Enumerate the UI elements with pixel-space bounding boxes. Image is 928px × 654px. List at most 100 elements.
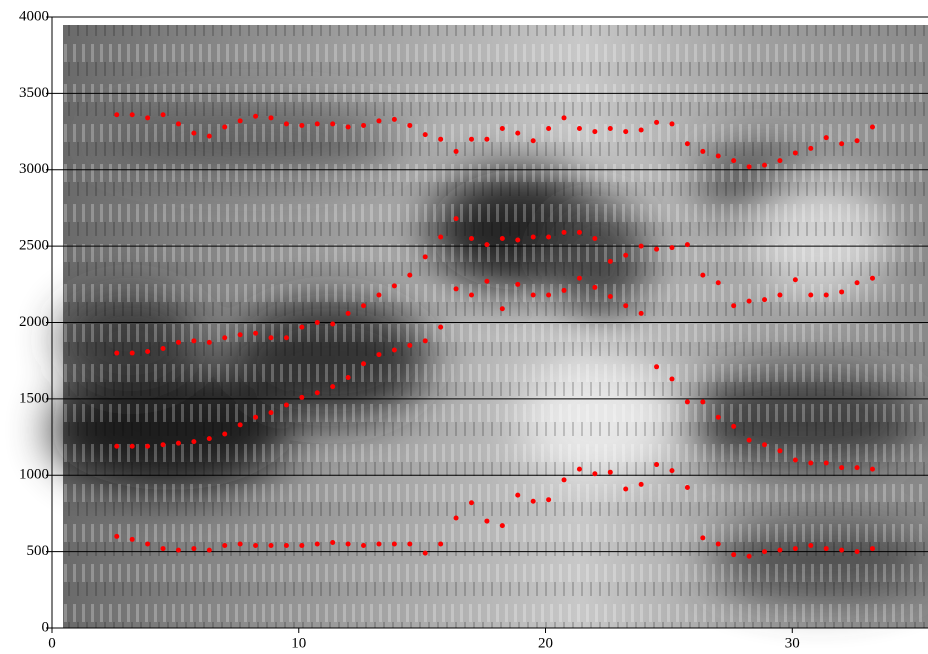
point [654, 246, 660, 252]
point [114, 112, 120, 118]
point [468, 292, 474, 298]
point [854, 465, 860, 471]
point [530, 138, 536, 144]
point [592, 129, 598, 135]
point [314, 390, 320, 396]
point [422, 254, 428, 260]
point [715, 153, 721, 159]
point [438, 541, 444, 547]
point [129, 350, 135, 356]
point [592, 471, 598, 477]
point [175, 440, 181, 446]
point [453, 148, 459, 154]
point [777, 292, 783, 298]
point [654, 462, 660, 468]
point [468, 136, 474, 142]
point [361, 303, 367, 309]
point [576, 466, 582, 472]
point [792, 150, 798, 156]
point [222, 335, 228, 341]
point [792, 546, 798, 552]
point [145, 541, 151, 547]
point [762, 162, 768, 168]
point [222, 431, 228, 437]
point [792, 457, 798, 463]
point [623, 129, 629, 135]
point [129, 112, 135, 118]
point [623, 303, 629, 309]
point [762, 442, 768, 448]
point [546, 234, 552, 240]
point [114, 350, 120, 356]
point [684, 399, 690, 405]
point [715, 280, 721, 286]
point [854, 280, 860, 286]
point [623, 486, 629, 492]
point [237, 422, 243, 428]
point [191, 546, 197, 552]
point [777, 448, 783, 454]
point [499, 523, 505, 529]
point [823, 135, 829, 141]
point [638, 243, 644, 249]
point [407, 122, 413, 128]
point [484, 518, 490, 524]
point [268, 410, 274, 416]
point [237, 118, 243, 124]
point [638, 310, 644, 316]
point [654, 119, 660, 125]
point [869, 466, 875, 472]
point [808, 543, 814, 549]
point [684, 242, 690, 248]
point [546, 497, 552, 503]
point [715, 541, 721, 547]
point [376, 541, 382, 547]
point [253, 330, 259, 336]
point [237, 541, 243, 547]
y-tick-label: 3500 [19, 85, 49, 101]
point [206, 133, 212, 139]
point [253, 113, 259, 119]
point [191, 439, 197, 445]
point [222, 543, 228, 549]
point [839, 465, 845, 471]
point [376, 292, 382, 298]
point [607, 469, 613, 475]
point [869, 546, 875, 552]
point [746, 164, 752, 170]
y-tick-label: 4000 [19, 8, 49, 24]
point [530, 498, 536, 504]
point [237, 332, 243, 338]
point [638, 127, 644, 133]
point [438, 136, 444, 142]
x-tick-label: 30 [785, 635, 800, 651]
x-tick-label: 20 [538, 635, 553, 651]
point [330, 321, 336, 327]
point [561, 287, 567, 293]
point [438, 234, 444, 240]
point [299, 394, 305, 400]
point [546, 126, 552, 132]
point [268, 335, 274, 341]
point [376, 352, 382, 358]
point [283, 543, 289, 549]
point [700, 272, 706, 278]
point [314, 320, 320, 325]
point [731, 303, 737, 309]
point [731, 423, 737, 429]
point [700, 535, 706, 541]
point [191, 338, 197, 344]
point [607, 126, 613, 132]
spectrogram [50, 25, 928, 628]
point [700, 399, 706, 405]
point [654, 364, 660, 370]
point [345, 310, 351, 316]
point [361, 543, 367, 549]
y-tick-label: 2000 [19, 314, 49, 330]
point [607, 258, 613, 264]
point [839, 547, 845, 553]
point [669, 468, 675, 474]
point [777, 547, 783, 553]
point [391, 283, 397, 289]
